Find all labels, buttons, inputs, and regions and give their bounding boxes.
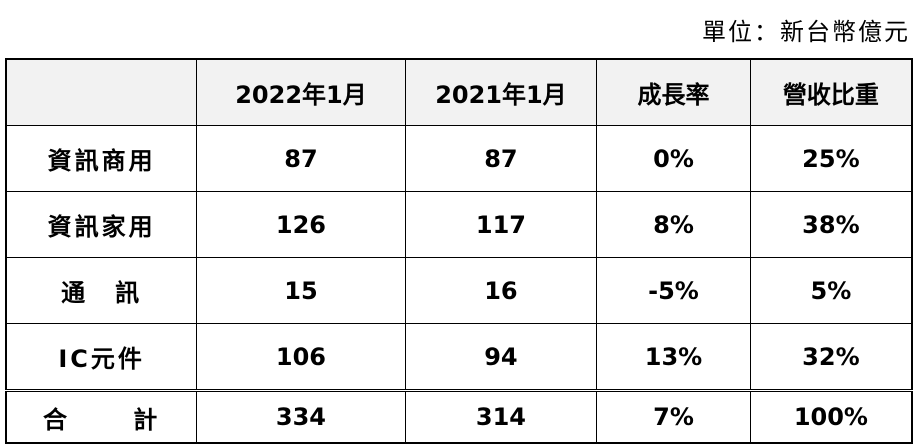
row-label: IC元件 <box>5 323 198 391</box>
table-row: IC元件 106 94 13% 32% <box>5 323 913 391</box>
header-cell <box>5 58 198 126</box>
cell: 8% <box>596 191 751 258</box>
cell: 126 <box>196 191 406 258</box>
table-row: 合 計 334 314 7% 100% <box>5 389 913 444</box>
cell: 334 <box>196 389 406 444</box>
header-cell: 營收比重 <box>749 58 913 126</box>
cell: -5% <box>596 257 751 324</box>
cell: 13% <box>596 323 751 391</box>
table-body: 資訊商用 87 87 0% 25% 資訊家用 126 117 8% 38% 通 訊 15 16 -5% 5%… <box>5 125 913 444</box>
cell: 100% <box>749 389 913 444</box>
row-label: 合 計 <box>5 389 198 444</box>
unit-label: 單位：新台幣億元 <box>702 18 910 46</box>
cell: 32% <box>749 323 913 391</box>
cell: 38% <box>749 191 913 258</box>
cell: 15 <box>196 257 406 324</box>
cell: 314 <box>404 389 598 444</box>
row-label: 通 訊 <box>5 257 198 324</box>
cell: 5% <box>749 257 913 324</box>
cell: 87 <box>196 125 406 192</box>
row-label: 資訊家用 <box>5 191 198 258</box>
header-cell: 成長率 <box>596 58 751 126</box>
row-label: 資訊商用 <box>5 125 198 192</box>
table-row: 資訊商用 87 87 0% 25% <box>5 125 913 192</box>
cell: 7% <box>596 389 751 444</box>
revenue-table: 2022年1月 2021年1月 成長率 營收比重 資訊商用 87 87 0% 25% 資訊家用 1… <box>5 58 913 444</box>
cell: 117 <box>404 191 598 258</box>
cell: 106 <box>196 323 406 391</box>
cell: 94 <box>404 323 598 391</box>
cell: 87 <box>404 125 598 192</box>
header-cell: 2021年1月 <box>404 58 598 126</box>
cell: 0% <box>596 125 751 192</box>
table-row: 通 訊 15 16 -5% 5% <box>5 257 913 324</box>
cell: 16 <box>404 257 598 324</box>
table-row: 資訊家用 126 117 8% 38% <box>5 191 913 258</box>
cell: 25% <box>749 125 913 192</box>
header-cell: 2022年1月 <box>196 58 406 126</box>
header-row: 2022年1月 2021年1月 成長率 營收比重 <box>5 58 913 126</box>
